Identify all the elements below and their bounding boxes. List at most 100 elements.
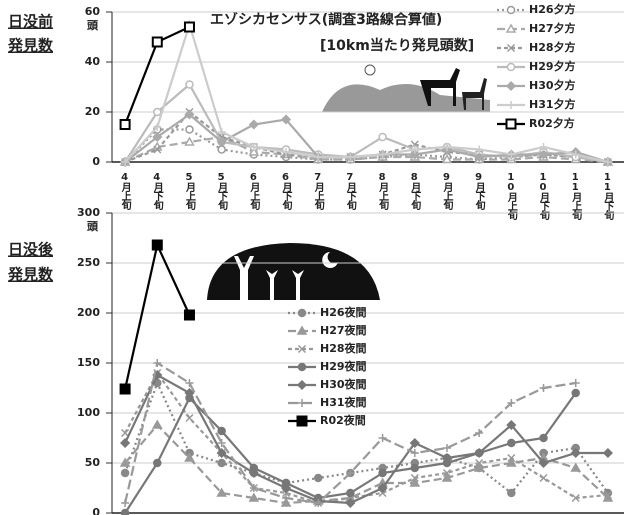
marker bbox=[120, 508, 130, 515]
marker bbox=[570, 447, 581, 459]
marker bbox=[346, 469, 355, 477]
marker bbox=[298, 399, 306, 407]
marker bbox=[297, 308, 307, 318]
marker bbox=[538, 149, 549, 160]
marker bbox=[571, 493, 580, 503]
y-tick-label: 100 bbox=[77, 406, 100, 419]
marker bbox=[507, 453, 516, 463]
illustration-bottom bbox=[207, 243, 380, 300]
marker bbox=[506, 457, 517, 467]
marker bbox=[280, 482, 292, 494]
marker bbox=[153, 145, 162, 154]
marker bbox=[442, 444, 451, 452]
marker bbox=[507, 399, 516, 407]
marker bbox=[119, 383, 131, 395]
marker bbox=[378, 132, 387, 142]
unit-label: 頭 bbox=[87, 19, 99, 32]
marker bbox=[473, 462, 485, 472]
marker bbox=[313, 473, 323, 483]
marker bbox=[314, 499, 323, 507]
legend-label: R02夕方 bbox=[529, 116, 575, 130]
marker bbox=[217, 128, 226, 136]
marker bbox=[185, 125, 194, 134]
legend-label: H30夜間 bbox=[320, 377, 367, 391]
marker bbox=[151, 36, 163, 48]
marker bbox=[297, 362, 307, 372]
marker bbox=[506, 419, 517, 431]
marker bbox=[280, 114, 292, 125]
legend-label: H28夕方 bbox=[529, 40, 576, 54]
marker bbox=[506, 62, 516, 72]
chart-subtitle: [10km当たり発見頭数] bbox=[320, 37, 474, 54]
marker bbox=[216, 487, 227, 497]
marker bbox=[296, 325, 308, 335]
x-tick-label: 6月下旬 bbox=[280, 172, 293, 211]
x-tick-label: 11月下旬 bbox=[602, 172, 615, 221]
marker bbox=[571, 379, 580, 387]
series-line bbox=[124, 373, 608, 505]
marker bbox=[217, 458, 226, 468]
legend-label: R02夜間 bbox=[320, 413, 366, 427]
x-tick-label: 10月上旬 bbox=[505, 172, 518, 221]
marker bbox=[217, 439, 226, 447]
marker bbox=[184, 109, 195, 120]
marker bbox=[409, 149, 420, 160]
marker bbox=[121, 499, 130, 507]
y-tick-label: 0 bbox=[92, 506, 100, 515]
legend-label: H27夕方 bbox=[529, 21, 576, 35]
marker bbox=[539, 473, 548, 483]
legend-label: H31夕方 bbox=[529, 97, 576, 111]
marker bbox=[248, 492, 260, 502]
marker bbox=[539, 433, 548, 443]
marker bbox=[280, 497, 292, 507]
marker bbox=[410, 473, 419, 483]
marker bbox=[507, 488, 516, 498]
marker bbox=[217, 426, 226, 436]
side-label: 日没前 bbox=[8, 13, 53, 31]
side-label: 発見数 bbox=[7, 266, 54, 284]
x-tick-label: 7月上旬 bbox=[312, 172, 325, 211]
x-tick-label: 7月下旬 bbox=[344, 172, 357, 211]
y-tick-label: 0 bbox=[92, 155, 100, 168]
series-line bbox=[124, 110, 609, 164]
marker bbox=[151, 239, 163, 251]
marker bbox=[539, 143, 548, 151]
marker bbox=[184, 136, 195, 146]
marker bbox=[474, 151, 485, 163]
legend-label: H31夜間 bbox=[320, 395, 367, 409]
marker bbox=[184, 387, 195, 399]
series-line bbox=[124, 241, 191, 390]
marker bbox=[183, 309, 195, 321]
x-tick-label: 8月下旬 bbox=[409, 172, 422, 211]
marker bbox=[505, 118, 517, 130]
marker bbox=[505, 23, 517, 33]
marker bbox=[441, 472, 453, 482]
y-tick-label: 200 bbox=[77, 306, 100, 319]
marker bbox=[153, 123, 162, 131]
legend-label: H29夕方 bbox=[529, 59, 576, 73]
marker bbox=[185, 379, 194, 387]
series-line bbox=[124, 423, 609, 505]
marker bbox=[346, 153, 355, 161]
marker bbox=[378, 468, 387, 478]
legend-label: H27夜間 bbox=[320, 323, 367, 337]
x-tick-label: 5月下旬 bbox=[216, 172, 229, 211]
marker bbox=[120, 468, 130, 478]
y-tick-label: 50 bbox=[85, 456, 101, 469]
marker bbox=[151, 419, 163, 429]
marker bbox=[505, 80, 517, 92]
illustration-top bbox=[322, 64, 490, 112]
marker bbox=[602, 447, 613, 459]
marker bbox=[185, 80, 194, 89]
marker bbox=[377, 482, 388, 494]
marker bbox=[442, 468, 451, 478]
marker bbox=[603, 490, 612, 500]
x-tick-label: 4月下旬 bbox=[151, 172, 164, 211]
marker bbox=[119, 119, 131, 130]
unit-label: 頭 bbox=[87, 220, 99, 233]
marker bbox=[507, 150, 516, 159]
x-tick-label: 10月下旬 bbox=[538, 172, 551, 221]
x-tick-label: 5月上旬 bbox=[183, 172, 196, 211]
marker bbox=[183, 21, 195, 33]
marker bbox=[249, 143, 258, 151]
